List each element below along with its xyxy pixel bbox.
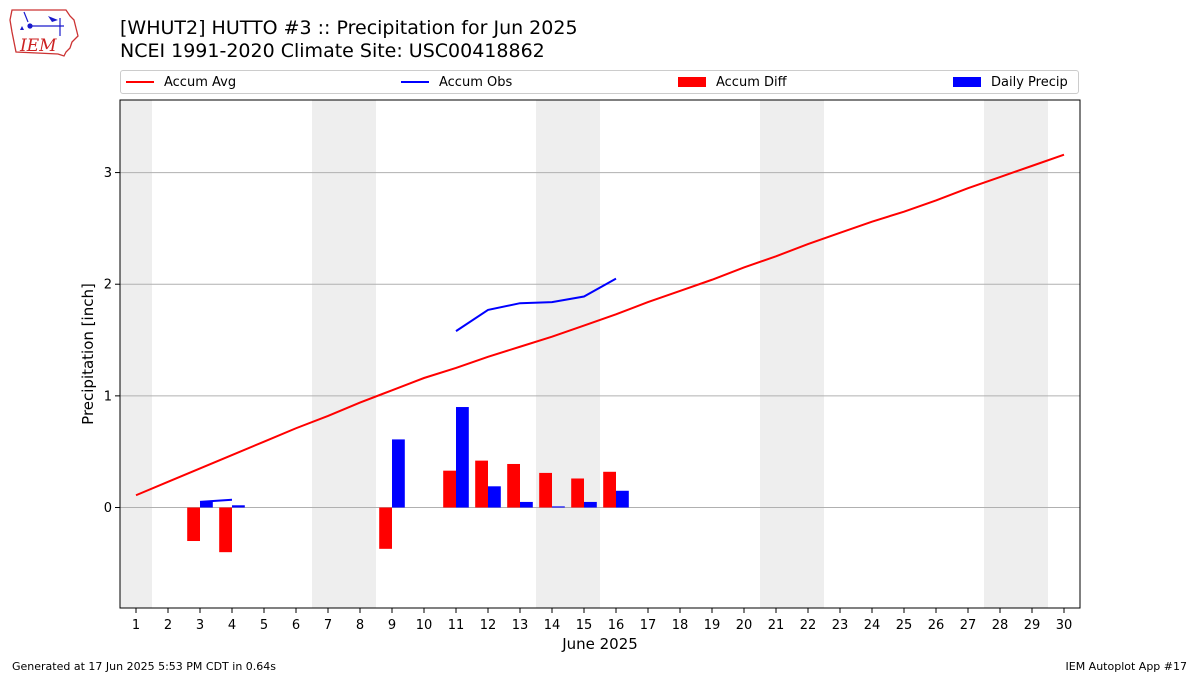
accum-obs-line-segment-2: [455, 277, 617, 332]
y-tick-label-0: 0: [104, 501, 112, 516]
accum-diff-bar-day-3: [187, 507, 200, 542]
accum-diff-bar-day-12: [475, 460, 488, 508]
x-tick-label-20: 20: [736, 618, 753, 633]
accum-diff-bars: [187, 460, 616, 553]
grid-lines: [120, 172, 1080, 509]
accum-diff-bar-day-13: [507, 463, 520, 508]
x-tick-label-19: 19: [704, 618, 721, 633]
accum-diff-bar-day-11: [443, 470, 456, 508]
x-tick-label-10: 10: [416, 618, 433, 633]
y-tick-label-2: 2: [104, 278, 112, 293]
x-tick-label-1: 1: [132, 618, 140, 633]
x-tick-label-12: 12: [480, 618, 497, 633]
daily-precip-bars: [200, 407, 629, 508]
weekend-band-5: [984, 100, 1048, 608]
legend-item-accum-diff: Accum Diff: [678, 71, 787, 93]
chart-title: [WHUT2] HUTTO #3 :: Precipitation for Ju…: [120, 17, 578, 39]
accum-diff-bar-day-15: [571, 478, 584, 508]
x-tick-label-8: 8: [356, 618, 364, 633]
x-tick-label-5: 5: [260, 618, 268, 633]
accum-obs-line-segment-1: [199, 498, 233, 503]
daily-precip-bar-day-3: [200, 501, 213, 508]
x-tick-label-30: 30: [1056, 618, 1073, 633]
y-axis-label: Precipitation [inch]: [79, 283, 97, 425]
legend-item-accum-avg: Accum Avg: [126, 71, 236, 93]
weekend-band-3: [536, 100, 600, 608]
legend-item-accum-obs: Accum Obs: [401, 71, 512, 93]
accum-diff-bar-day-16: [603, 471, 616, 508]
legend-item-daily-precip: Daily Precip: [953, 71, 1068, 93]
accum-diff-bar-day-9: [379, 507, 392, 549]
iem-logo-text: IEM: [19, 36, 57, 56]
daily-precip-bar-day-4: [232, 505, 245, 508]
plot-area-frame: [119, 99, 1081, 609]
y-tick-label-1: 1: [104, 389, 112, 404]
weekend-band-2: [312, 100, 376, 608]
x-tick-label-7: 7: [324, 618, 332, 633]
weekend-band-4: [760, 100, 824, 608]
legend: Accum Avg Accum Obs Accum Diff Daily Pre…: [120, 70, 1079, 94]
x-tick-label-9: 9: [388, 618, 396, 633]
x-tick-label-28: 28: [992, 618, 1009, 633]
x-tick-label-2: 2: [164, 618, 172, 633]
weekend-bands: [120, 100, 1048, 608]
daily-precip-bar-day-14: [552, 506, 565, 508]
legend-swatch-accum-diff: [678, 77, 706, 87]
legend-label-accum-avg: Accum Avg: [164, 74, 237, 90]
x-tick-label-17: 17: [640, 618, 657, 633]
x-axis-label: June 2025: [561, 635, 638, 653]
daily-precip-bar-day-15: [584, 501, 597, 508]
x-tick-label-27: 27: [960, 618, 977, 633]
legend-label-daily-precip: Daily Precip: [991, 74, 1068, 90]
legend-label-accum-obs: Accum Obs: [439, 74, 513, 90]
accum-lines: [135, 153, 1065, 503]
x-tick-label-24: 24: [864, 618, 881, 633]
y-axis-ticks: 0 1 2 3: [104, 166, 120, 516]
accum-diff-bar-day-4: [219, 507, 232, 553]
weekend-band-1: [120, 100, 152, 608]
x-axis-ticks: 1 2 3 4 5 6 7 8 9 10 11 12 13 14 15 16 17 18 19 20 21 22 23 24 2…: [132, 608, 1072, 633]
daily-precip-bar-day-12: [488, 486, 501, 508]
x-tick-label-6: 6: [292, 618, 300, 633]
x-tick-label-18: 18: [672, 618, 689, 633]
y-tick-label-3: 3: [104, 166, 112, 181]
x-tick-label-11: 11: [448, 618, 465, 633]
x-tick-label-4: 4: [228, 618, 236, 633]
x-tick-label-23: 23: [832, 618, 849, 633]
x-tick-label-25: 25: [896, 618, 913, 633]
x-tick-label-13: 13: [512, 618, 529, 633]
footer-generated-text: Generated at 17 Jun 2025 5:53 PM CDT in …: [12, 660, 277, 673]
x-tick-label-21: 21: [768, 618, 785, 633]
x-tick-label-15: 15: [576, 618, 593, 633]
daily-precip-bar-day-9: [392, 439, 405, 508]
accum-avg-line: [135, 153, 1065, 497]
legend-swatch-accum-avg: [126, 81, 154, 83]
accum-diff-bar-day-14: [539, 472, 552, 508]
daily-precip-bar-day-13: [520, 501, 533, 508]
x-tick-label-29: 29: [1024, 618, 1041, 633]
x-tick-label-16: 16: [608, 618, 625, 633]
x-tick-label-14: 14: [544, 618, 561, 633]
daily-precip-bar-day-11: [456, 407, 469, 508]
x-tick-label-26: 26: [928, 618, 945, 633]
iem-logo: IEM: [9, 9, 79, 57]
chart-subtitle: NCEI 1991-2020 Climate Site: USC00418862: [120, 40, 545, 62]
footer-app-label: IEM Autoplot App #17: [1065, 660, 1188, 673]
legend-swatch-daily-precip: [953, 77, 981, 87]
daily-precip-bar-day-16: [616, 490, 629, 508]
x-tick-label-3: 3: [196, 618, 204, 633]
x-tick-label-22: 22: [800, 618, 817, 633]
legend-label-accum-diff: Accum Diff: [716, 74, 787, 90]
legend-swatch-accum-obs: [401, 81, 429, 83]
